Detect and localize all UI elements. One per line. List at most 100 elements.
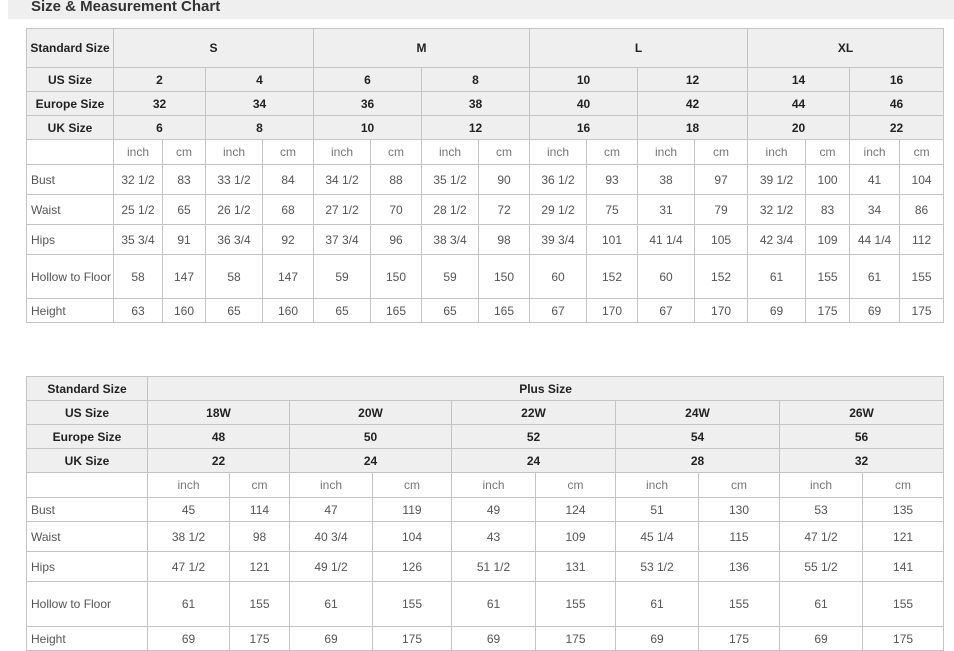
eu-size-value: 50 <box>289 424 452 449</box>
size-group-l: L <box>529 28 749 68</box>
unit-inch: inch <box>529 139 588 165</box>
measurement-value: 69 <box>615 626 699 651</box>
measurement-value: 47 <box>289 497 373 522</box>
measurement-value: 112 <box>899 224 945 255</box>
measurement-value: 165 <box>478 298 531 323</box>
us-size-value: 20W <box>289 400 452 425</box>
eu-size-value: 52 <box>451 424 616 449</box>
measurement-value: 61 <box>849 254 901 299</box>
measurement-value: 35 1/2 <box>421 164 480 195</box>
measurement-value: 101 <box>586 224 639 255</box>
measurement-value: 51 <box>615 497 699 522</box>
measurement-value: 61 <box>147 581 230 627</box>
eu-size-value: 44 <box>747 91 851 116</box>
unit-inch: inch <box>289 472 373 498</box>
measurement-value: 70 <box>370 194 423 225</box>
measurement-value: 31 <box>637 194 696 225</box>
measurement-value: 135 <box>861 497 945 522</box>
measurement-value: 25 1/2 <box>113 194 163 225</box>
measurement-value: 34 1/2 <box>313 164 372 195</box>
units-empty <box>26 139 114 165</box>
us-size-label: US Size <box>26 67 114 92</box>
us-size-value: 14 <box>747 67 851 92</box>
measurement-value: 86 <box>899 194 945 225</box>
title-bar: Size & Measurement Chart <box>8 0 954 19</box>
measurement-value: 59 <box>313 254 372 299</box>
measurement-value: 65 <box>421 298 480 323</box>
measurement-value: 55 1/2 <box>779 551 863 582</box>
measurement-value: 150 <box>370 254 423 299</box>
measurement-value: 69 <box>779 626 863 651</box>
uk-size-value: 32 <box>778 448 945 473</box>
measurement-row: Waist 25 1/2 65 26 1/2 68 27 1/2 70 28 1/2 72 29 … <box>26 194 945 225</box>
measurement-value: 32 1/2 <box>747 194 807 225</box>
measurement-value: 147 <box>162 254 206 299</box>
measurement-value: 38 <box>637 164 696 195</box>
uk-size-value: 18 <box>637 115 749 140</box>
header-standard-size: Standard Size <box>26 28 114 68</box>
uk-size-value: 28 <box>615 448 780 473</box>
measurement-value: 32 1/2 <box>113 164 163 195</box>
eu-size-value: 42 <box>637 91 749 116</box>
measurement-value: 65 <box>313 298 372 323</box>
measurement-label: Height <box>26 626 148 651</box>
measurement-label: Bust <box>26 497 148 522</box>
measurement-value: 65 <box>162 194 206 225</box>
measurement-value: 141 <box>861 551 945 582</box>
eu-size-row: Europe Size 32 34 36 38 40 42 44 46 <box>26 91 945 116</box>
measurement-value: 61 <box>779 581 863 627</box>
measurement-value: 67 <box>529 298 588 323</box>
units-row: inch cm inch cm inch cm inch cm inch cm inch cm inch… <box>26 139 945 165</box>
measurement-value: 39 1/2 <box>747 164 807 195</box>
unit-inch: inch <box>113 139 163 165</box>
eu-size-value: 38 <box>421 91 531 116</box>
unit-cm: cm <box>478 139 531 165</box>
measurement-value: 69 <box>147 626 230 651</box>
measurement-row: Bust 32 1/2 83 33 1/2 84 34 1/2 88 35 1/2 90 36 1… <box>26 164 945 195</box>
measurement-value: 160 <box>162 298 206 323</box>
unit-cm: cm <box>261 139 315 165</box>
measurement-value: 91 <box>162 224 206 255</box>
measurement-value: 69 <box>849 298 901 323</box>
measurement-value: 51 1/2 <box>451 551 536 582</box>
measurement-value: 175 <box>535 626 616 651</box>
size-group-xl: XL <box>747 28 945 68</box>
unit-inch: inch <box>779 472 863 498</box>
eu-size-row: Europe Size 48 50 52 54 56 <box>26 424 945 449</box>
measurement-value: 175 <box>861 626 945 651</box>
eu-size-value: 36 <box>313 91 423 116</box>
eu-size-value: 56 <box>778 424 945 449</box>
measurement-value: 49 1/2 <box>289 551 373 582</box>
measurement-row: Hips 47 1/2 121 49 1/2 126 51 1/2 131 53 1/2 136… <box>26 551 945 582</box>
unit-cm: cm <box>586 139 639 165</box>
units-row: inch cm inch cm inch cm inch cm inch cm <box>26 472 945 498</box>
eu-size-value: 34 <box>204 91 315 116</box>
measurement-label: Hollow to Floor <box>26 254 114 299</box>
measurement-value: 39 3/4 <box>529 224 588 255</box>
measurement-value: 40 3/4 <box>289 521 373 552</box>
unit-inch: inch <box>451 472 536 498</box>
unit-inch: inch <box>747 139 807 165</box>
measurement-row: Height 63 160 65 160 65 165 65 165 67 170 67 170 69 17… <box>26 298 945 323</box>
measurement-value: 93 <box>586 164 639 195</box>
eu-size-value: 40 <box>529 91 639 116</box>
uk-size-value: 10 <box>313 115 423 140</box>
measurement-value: 37 3/4 <box>313 224 372 255</box>
measurement-value: 147 <box>261 254 315 299</box>
measurement-label: Height <box>26 298 114 323</box>
unit-cm: cm <box>229 472 290 498</box>
measurement-value: 115 <box>698 521 780 552</box>
measurement-value: 121 <box>861 521 945 552</box>
uk-size-value: 8 <box>204 115 315 140</box>
measurement-value: 155 <box>535 581 616 627</box>
us-size-value: 24W <box>615 400 780 425</box>
uk-size-value: 20 <box>747 115 851 140</box>
measurement-value: 75 <box>586 194 639 225</box>
measurement-row: Waist 38 1/2 98 40 3/4 104 43 109 45 1/4 115 47 1… <box>26 521 945 552</box>
measurement-value: 41 <box>849 164 901 195</box>
measurement-value: 45 1/4 <box>615 521 699 552</box>
measurement-value: 92 <box>261 224 315 255</box>
uk-size-label: UK Size <box>26 448 148 473</box>
eu-size-value: 48 <box>147 424 290 449</box>
measurement-value: 155 <box>698 581 780 627</box>
